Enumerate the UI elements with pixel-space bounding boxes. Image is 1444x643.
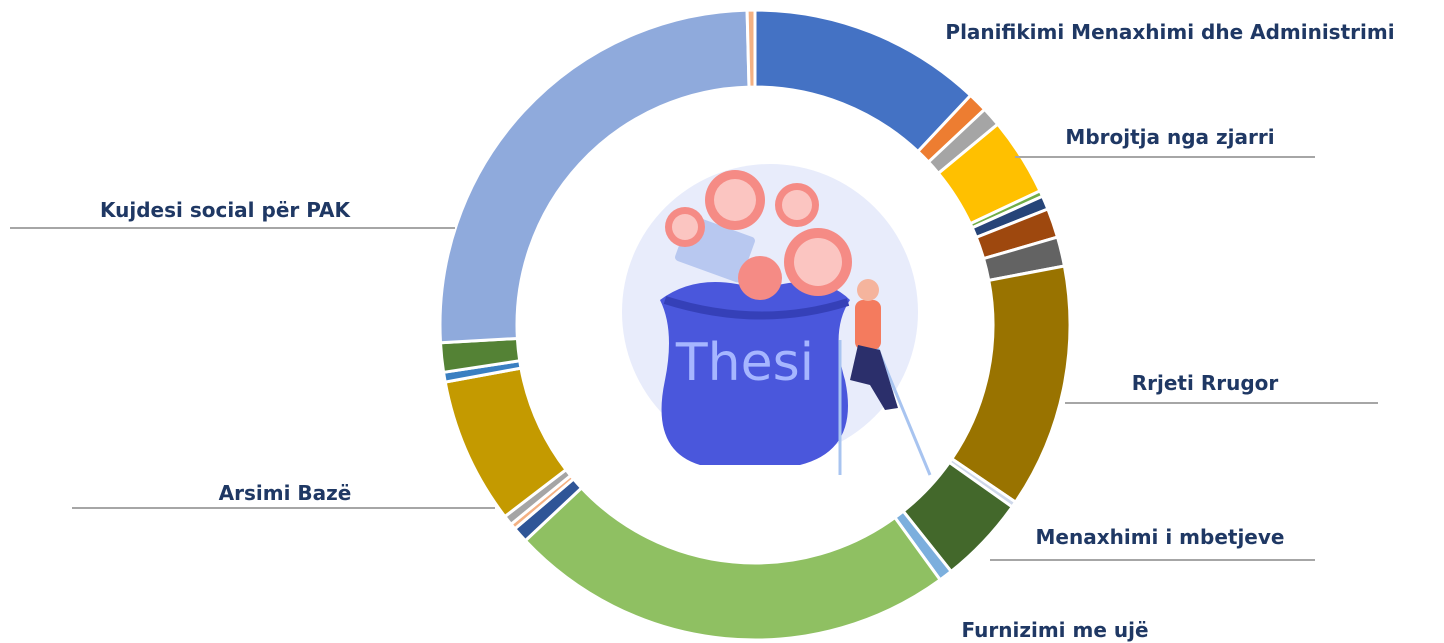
donut-segment — [438, 8, 751, 345]
segment-label: Kujdesi social për PAK — [100, 198, 352, 222]
segment-label: Mbrojtja nga zjarri — [1065, 125, 1274, 149]
segment-label: Rrjeti Rrugor — [1132, 371, 1279, 395]
segment-label: Planifikimi Menaxhimi dhe Administrimi — [945, 20, 1394, 44]
segment-label: Furnizimi me ujë — [961, 618, 1148, 642]
illustration: Thesi — [622, 164, 932, 476]
segment-label: Arsimi Bazë — [219, 481, 352, 505]
donut-segment — [745, 8, 757, 89]
center-text: Thesi — [675, 333, 814, 393]
donut-segment — [949, 264, 1072, 505]
donut-segment — [523, 485, 943, 642]
segment-label: Menaxhimi i mbetjeve — [1036, 525, 1285, 549]
